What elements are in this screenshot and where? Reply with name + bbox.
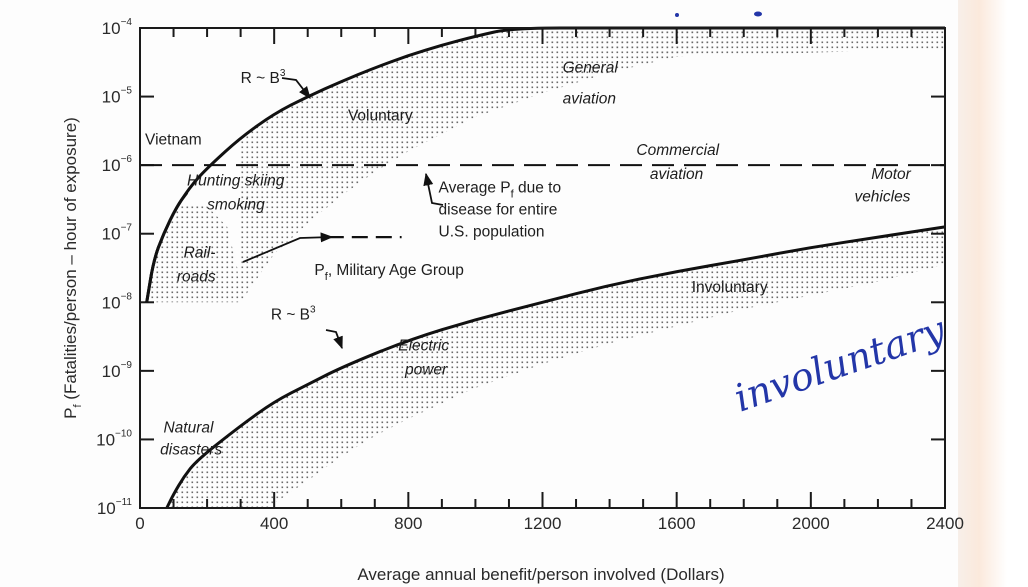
- involuntary-band: [166, 226, 946, 508]
- voluntary-curve-lower: [145, 191, 189, 303]
- annotation-railroads-2: roads: [177, 269, 216, 286]
- x-tick-label: 2000: [792, 514, 830, 533]
- y-axis-label-main: P: [61, 407, 80, 418]
- y-tick-label: 10−5: [102, 86, 133, 107]
- y-tick-exponent: −5: [121, 86, 133, 97]
- annotation-commercial-aviation-1: Commercial: [636, 142, 719, 159]
- top-strip-shading: [512, 28, 945, 57]
- annotation-disease-1: Average Pf due to: [439, 180, 562, 201]
- y-tick-base: 10: [96, 430, 115, 449]
- annotation-commercial-aviation-2: aviation: [650, 166, 703, 183]
- annotation-natural-disasters-2: disasters: [160, 442, 222, 459]
- annotation-r-b3-upper: R ~ B3: [241, 68, 286, 87]
- handwritten-note: involuntary: [729, 307, 951, 420]
- annotation-railroads-1: Rail-: [184, 245, 216, 262]
- y-tick-label: 10−6: [102, 154, 133, 175]
- x-tick-label: 0: [135, 514, 144, 533]
- annotation-electric-power-2: power: [404, 361, 448, 378]
- annotations: R ~ B3 Vietnam Voluntary General aviation Hun…: [145, 60, 912, 459]
- annotation-motor-vehicles-1: Motor: [871, 166, 911, 183]
- ink-marks: [675, 11, 762, 17]
- voluntary-band: [240, 28, 946, 303]
- y-tick-label: 10−4: [102, 17, 133, 38]
- y-axis-label: Pf (Fatalities/person – hour of exposure…: [61, 117, 84, 419]
- series-line-2: [165, 225, 946, 509]
- y-tick-exponent: −7: [121, 223, 133, 234]
- y-axis-label-sub: f: [72, 403, 84, 407]
- x-tick-label: 1200: [524, 514, 562, 533]
- military-arrow: [242, 232, 334, 263]
- disease-arrow: [423, 172, 444, 206]
- x-tick-label: 2400: [926, 514, 964, 533]
- x-tick-labels: 0 400 800 1200 1600 2000 2400: [135, 514, 964, 533]
- plot-frame: [139, 27, 946, 509]
- x-tick-label: 800: [394, 514, 422, 533]
- ink-dot: [675, 13, 679, 17]
- y-tick-base: 10: [102, 293, 121, 312]
- annotation-general-aviation-2: aviation: [563, 90, 616, 107]
- annotation-hunting: Hunting skiing: [187, 173, 285, 190]
- annotation-r-b3-lower: R ~ B3: [271, 304, 316, 323]
- x-tick-label: 1600: [658, 514, 696, 533]
- annotation-involuntary: Involuntary: [692, 279, 768, 296]
- y-tick-base: 10: [102, 156, 121, 175]
- annotation-disease-2: disease for entire: [439, 202, 558, 219]
- y-tick-base: 10: [102, 19, 121, 38]
- y-tick-label: 10−9: [102, 360, 133, 381]
- y-tick-base: 10: [102, 88, 121, 107]
- y-tick-label: 10−7: [102, 223, 133, 244]
- annotation-general-aviation-1: General: [563, 60, 619, 77]
- voluntary-low-benefit-region: [146, 206, 241, 303]
- y-tick-base: 10: [97, 499, 116, 518]
- annotation-voluntary: Voluntary: [348, 108, 413, 125]
- y-tick-label: 10−11: [97, 497, 133, 518]
- shaded-regions: [146, 28, 946, 508]
- y-tick-label: 10−10: [96, 428, 132, 449]
- y-tick-base: 10: [102, 225, 121, 244]
- ink-dot: [754, 11, 762, 17]
- x-axis-label: Average annual benefit/person involved (…: [357, 565, 724, 584]
- annotation-smoking: smoking: [207, 197, 265, 214]
- r-b3-lower-arrow: [325, 329, 343, 350]
- y-tick-exponent: −8: [121, 291, 133, 302]
- y-axis-label-rest: (Fatalities/person – hour of exposure): [61, 117, 80, 404]
- page-edge: [958, 0, 1028, 587]
- y-tick-base: 10: [102, 362, 121, 381]
- annotation-disease-3: U.S. population: [439, 223, 545, 240]
- y-tick-label: 10−8: [102, 291, 133, 312]
- y-tick-exponent: −9: [121, 360, 133, 371]
- annotation-vietnam: Vietnam: [145, 132, 202, 149]
- y-tick-exponent: −11: [116, 497, 133, 508]
- y-tick-exponent: −10: [115, 428, 132, 439]
- r-b3-upper-arrow: [281, 77, 311, 99]
- annotation-natural-disasters-1: Natural: [163, 420, 214, 437]
- annotation-electric-power-1: Electric: [398, 337, 449, 354]
- y-tick-exponent: −6: [121, 154, 133, 165]
- annotation-motor-vehicles-2: vehicles: [854, 188, 910, 205]
- x-tick-label: 400: [260, 514, 288, 533]
- annotation-military: Pf, Military Age Group: [314, 262, 464, 283]
- y-tick-exponent: −4: [121, 17, 133, 28]
